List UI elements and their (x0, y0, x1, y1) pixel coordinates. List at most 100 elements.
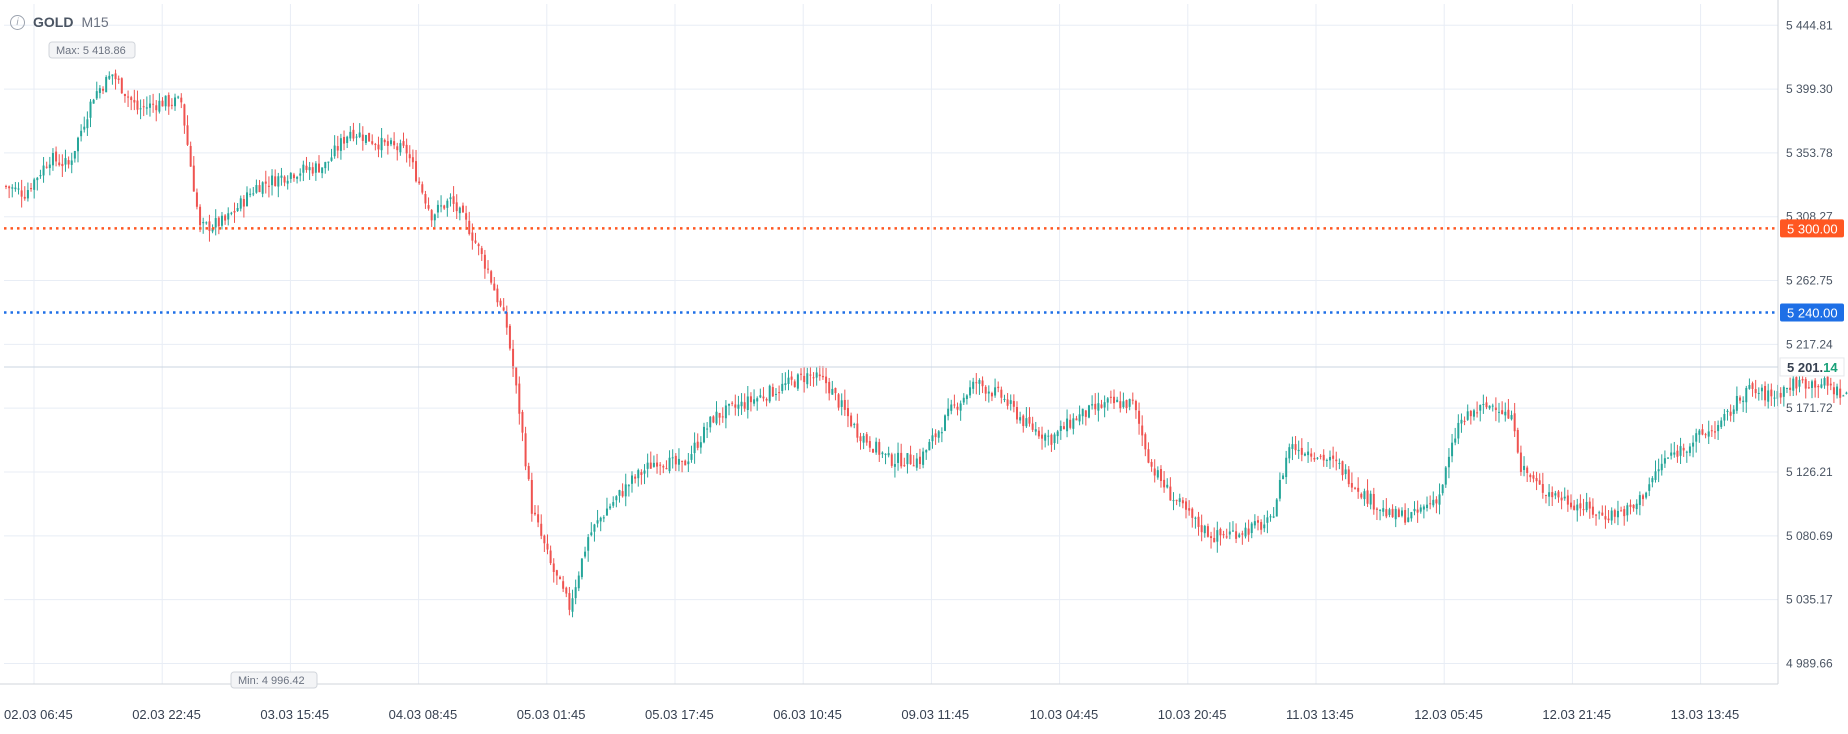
candle-body (1523, 465, 1526, 471)
candle-body (1673, 452, 1676, 455)
candle-body (233, 210, 236, 213)
candle-body (443, 205, 446, 209)
candle-body (1325, 459, 1328, 461)
candle-body (562, 581, 565, 589)
candle-body (1109, 396, 1112, 398)
candle-body (1635, 503, 1638, 510)
candle-body (978, 380, 981, 384)
candle-body (790, 376, 793, 380)
candle-body (1369, 493, 1372, 505)
candle-body (1394, 508, 1397, 520)
candle-body (940, 432, 943, 434)
candle-body (1285, 457, 1288, 478)
candle-body (108, 75, 111, 79)
candle-body (781, 383, 784, 391)
candle-body (148, 103, 151, 108)
candle-body (1695, 433, 1698, 442)
candle-body (1566, 495, 1569, 505)
max-price-tag-text: Max: 5 418.86 (56, 45, 126, 57)
candle-body (1391, 508, 1394, 518)
candle-body (199, 206, 202, 226)
candle-body (778, 392, 781, 394)
candle-body (1720, 420, 1723, 427)
candle-body (1607, 518, 1610, 521)
candle-body (1034, 429, 1037, 432)
candle-body (424, 194, 427, 204)
x-tick-label: 10.03 20:45 (1158, 707, 1227, 722)
candle-body (1429, 503, 1432, 505)
candle-body (427, 205, 430, 209)
candle-body (318, 163, 320, 173)
candle-body (58, 162, 61, 166)
candle-body (214, 218, 217, 228)
candle-body (1000, 389, 1003, 398)
candle-body (815, 372, 818, 378)
candle-body (965, 395, 968, 400)
symbol-label[interactable]: GOLD (33, 14, 74, 30)
candle-body (1300, 447, 1303, 455)
candle-body (92, 99, 95, 104)
candle-body (242, 198, 245, 207)
candle-body (706, 428, 709, 430)
timeframe-label[interactable]: M15 (81, 14, 109, 30)
horizontal-levels[interactable] (4, 227, 1778, 368)
price-labels: 5 300.00 5 240.00 5 201.14 Max: 5 418.86 Min… (48, 41, 1845, 689)
candle-body (98, 88, 101, 93)
y-tick-label: 5 262.75 (1786, 274, 1833, 288)
candle-body (1341, 461, 1344, 476)
candle-body (1275, 499, 1278, 517)
candle-body (127, 96, 130, 98)
candle-body (1588, 501, 1591, 509)
candle-body (361, 134, 364, 141)
candle-body (774, 393, 777, 395)
y-tick-label: 5 171.72 (1786, 401, 1833, 415)
candle-body (299, 173, 302, 176)
candle-body (990, 393, 993, 397)
candle-body (947, 408, 950, 417)
candle-body (114, 73, 117, 80)
candle-body (1347, 469, 1350, 485)
candle-body (1839, 388, 1842, 398)
candle-body (737, 404, 740, 409)
candle-body (1087, 405, 1090, 418)
candle-body (687, 461, 690, 465)
candle-body (1119, 401, 1122, 409)
candle-body (577, 575, 580, 589)
candle-body (555, 570, 558, 576)
candle-body (1557, 491, 1560, 498)
candle-body (8, 186, 11, 189)
candle-body (1579, 503, 1582, 509)
candle-body (183, 104, 186, 126)
candle-body (1235, 531, 1238, 539)
candle-body (533, 512, 536, 515)
candle-body (1460, 419, 1463, 424)
candle-body (321, 167, 324, 174)
candle-body (1479, 404, 1482, 411)
candle-body (1141, 425, 1144, 436)
x-tick-label: 02.03 06:45 (4, 707, 73, 722)
candle-body (402, 141, 405, 146)
candle-body (161, 100, 164, 107)
info-circle-icon[interactable]: i (10, 14, 25, 30)
candle-body (1751, 383, 1754, 389)
candle-body (699, 442, 702, 448)
candle-body (1366, 490, 1369, 504)
candle-body (665, 468, 668, 470)
candle-body (765, 399, 768, 401)
candle-body (587, 537, 590, 551)
candle-body (1476, 412, 1479, 414)
candle-body (1616, 510, 1619, 518)
candle-body (1344, 469, 1347, 475)
candle-body (721, 416, 724, 418)
candle-body (1219, 528, 1222, 536)
candle-body (565, 587, 568, 594)
candle-body (55, 151, 58, 162)
candle-body (605, 508, 608, 516)
candle-body (1185, 501, 1188, 510)
candle-body (1047, 435, 1050, 437)
candle-body (1757, 392, 1760, 394)
candle-body (568, 593, 571, 610)
candle-body (258, 185, 261, 193)
